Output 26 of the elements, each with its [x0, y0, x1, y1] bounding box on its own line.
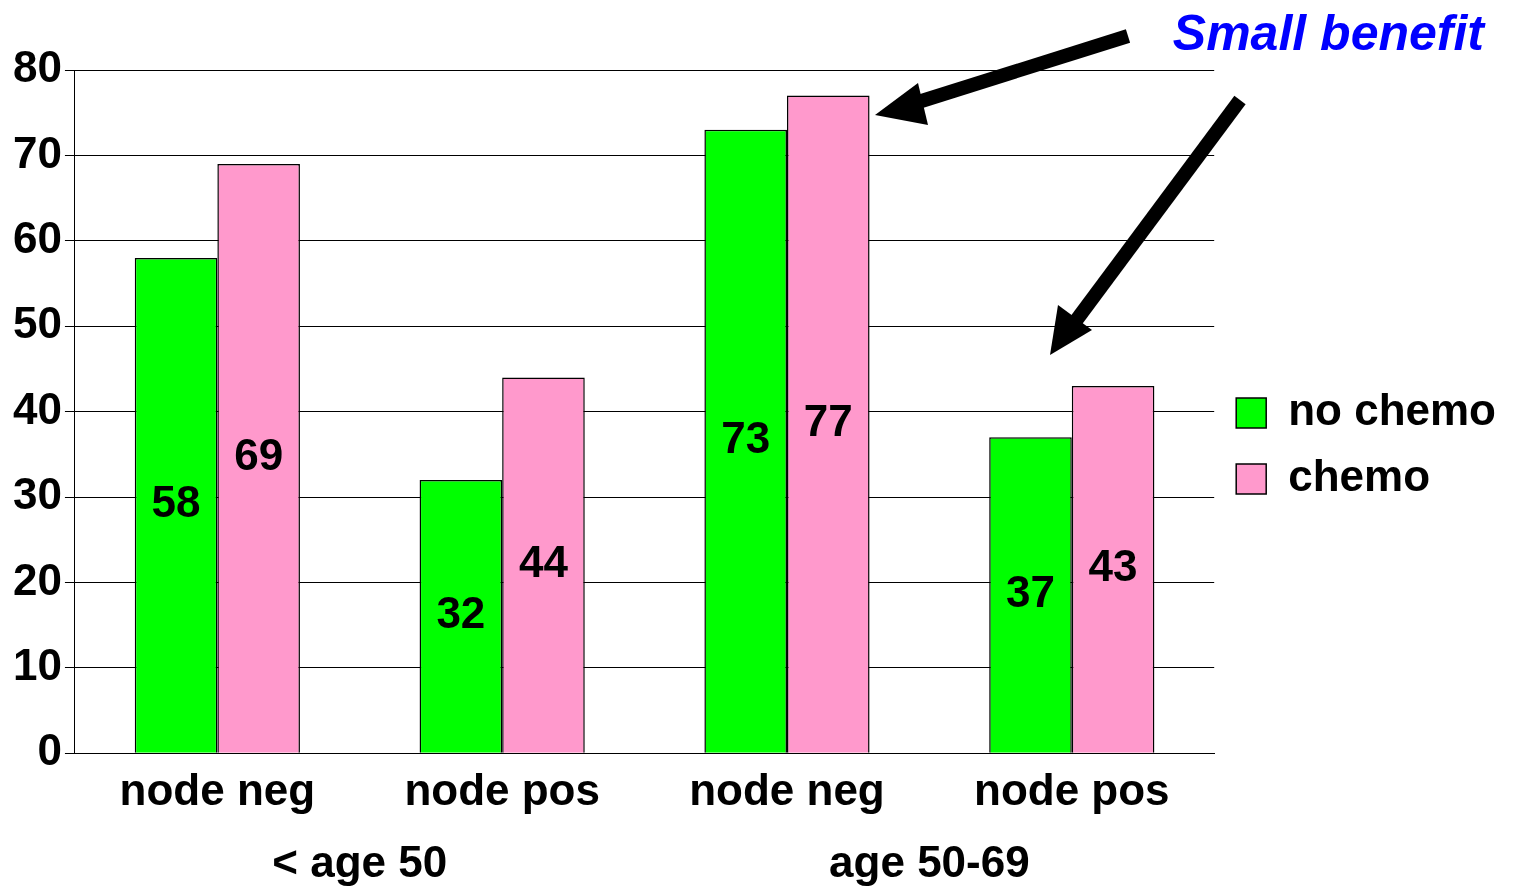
text: Small benefit — [1172, 4, 1484, 62]
y-tick-label: 50 — [12, 298, 62, 348]
y-tick-label: 10 — [12, 639, 62, 689]
y-tick-label: 40 — [12, 383, 62, 433]
data-label: 37 — [1006, 567, 1055, 617]
data-label: 77 — [803, 396, 853, 446]
data-label: 43 — [1088, 541, 1138, 591]
x-tick-label: node neg — [689, 764, 885, 814]
y-tick-label: 60 — [12, 212, 62, 262]
text: age 50-69 — [829, 837, 1030, 887]
y-tick-label: 0 — [37, 725, 62, 775]
data-label: 73 — [721, 413, 771, 463]
x-tick-label: node pos — [404, 764, 600, 814]
y-tick-label: 20 — [12, 554, 62, 604]
data-label: 32 — [436, 588, 486, 638]
legend-label: chemo — [1288, 451, 1431, 501]
text: < age 50 — [272, 837, 448, 887]
y-tick-label: 30 — [12, 469, 62, 519]
data-label: 69 — [234, 430, 284, 480]
data-label: 44 — [518, 537, 569, 587]
x-tick-label: node neg — [119, 764, 316, 814]
legend-label: no chemo — [1288, 385, 1496, 435]
data-label: 58 — [151, 477, 201, 527]
y-tick-label: 70 — [12, 127, 62, 177]
y-tick-label: 80 — [12, 42, 62, 92]
x-tick-label: node pos — [974, 764, 1170, 814]
